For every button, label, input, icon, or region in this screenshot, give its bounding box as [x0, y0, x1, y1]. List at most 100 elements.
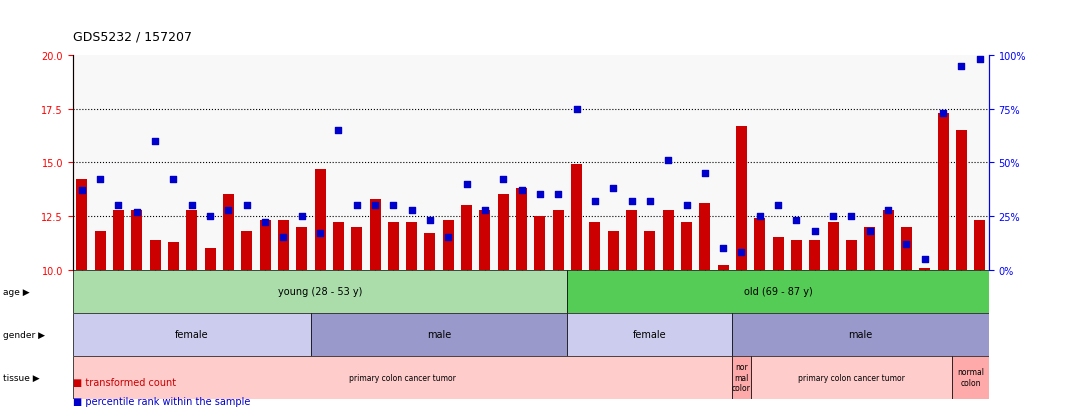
Point — [367, 202, 384, 209]
Bar — [73, 313, 311, 356]
Point — [806, 228, 823, 235]
Bar — [735, 126, 747, 270]
Bar — [589, 223, 601, 270]
Point — [549, 192, 567, 198]
Bar — [750, 356, 952, 399]
Point — [952, 63, 970, 70]
Bar — [260, 221, 270, 270]
Bar — [645, 231, 655, 270]
Point — [605, 185, 622, 192]
Text: primary colon cancer tumor: primary colon cancer tumor — [797, 373, 904, 382]
Bar — [95, 231, 106, 270]
Bar — [424, 234, 435, 270]
Bar — [461, 206, 472, 270]
Text: nor
mal
color: nor mal color — [732, 362, 750, 392]
Bar — [571, 165, 582, 270]
Bar — [76, 180, 88, 270]
Text: GDS5232 / 157207: GDS5232 / 157207 — [73, 31, 191, 43]
Bar — [73, 356, 732, 399]
Bar — [223, 195, 234, 270]
Point — [238, 202, 255, 209]
Text: ■ transformed count: ■ transformed count — [73, 377, 175, 387]
Point — [385, 202, 402, 209]
Text: female: female — [633, 329, 667, 339]
Bar — [204, 249, 216, 270]
Point — [513, 188, 530, 194]
Text: age ▶: age ▶ — [3, 287, 30, 296]
Point — [641, 198, 659, 205]
Point — [311, 230, 328, 237]
Point — [330, 128, 347, 134]
Text: young (28 - 53 y): young (28 - 53 y) — [278, 287, 362, 297]
Bar — [480, 210, 491, 270]
Text: tissue ▶: tissue ▶ — [3, 373, 40, 382]
Bar — [352, 227, 362, 270]
Bar — [626, 210, 637, 270]
Point — [421, 217, 438, 224]
Point — [293, 213, 310, 220]
Bar — [607, 231, 619, 270]
Bar — [242, 231, 252, 270]
Point — [403, 206, 420, 213]
Point — [733, 249, 750, 256]
Bar — [168, 242, 179, 270]
Point — [110, 202, 127, 209]
Bar — [296, 227, 307, 270]
Text: primary colon cancer tumor: primary colon cancer tumor — [350, 373, 456, 382]
Bar — [568, 270, 989, 313]
Bar — [809, 240, 820, 270]
Bar — [186, 210, 198, 270]
Point — [74, 188, 91, 194]
Point — [788, 217, 805, 224]
Point — [623, 198, 640, 205]
Point — [257, 220, 274, 226]
Bar — [278, 221, 289, 270]
Point — [934, 110, 951, 117]
Bar — [717, 266, 729, 270]
Bar — [370, 199, 381, 270]
Point — [202, 213, 219, 220]
Point — [916, 256, 933, 263]
Point — [183, 202, 200, 209]
Bar — [938, 114, 948, 270]
Bar — [113, 210, 124, 270]
Text: gender ▶: gender ▶ — [3, 330, 45, 339]
Point — [165, 177, 182, 183]
Bar — [498, 195, 509, 270]
Bar — [883, 210, 894, 270]
Bar — [952, 356, 989, 399]
Bar — [901, 227, 912, 270]
Bar — [699, 204, 710, 270]
Bar — [150, 240, 160, 270]
Point — [495, 177, 512, 183]
Point — [128, 209, 145, 216]
Bar — [755, 218, 765, 270]
Bar — [663, 210, 673, 270]
Point — [714, 245, 731, 252]
Text: old (69 - 87 y): old (69 - 87 y) — [744, 287, 812, 297]
Text: male: male — [427, 329, 451, 339]
Text: female: female — [175, 329, 208, 339]
Bar — [864, 227, 876, 270]
Bar — [791, 240, 802, 270]
Point — [275, 235, 292, 241]
Point — [586, 198, 603, 205]
Point — [568, 106, 585, 113]
Bar — [827, 223, 838, 270]
Point — [146, 138, 164, 145]
Point — [898, 241, 915, 247]
Point — [678, 202, 695, 209]
Bar — [681, 223, 692, 270]
Bar — [732, 356, 750, 399]
Point — [660, 157, 677, 164]
Point — [880, 206, 897, 213]
Bar — [131, 210, 142, 270]
Point — [971, 57, 988, 63]
Bar — [568, 313, 732, 356]
Bar — [516, 189, 527, 270]
Bar — [443, 221, 454, 270]
Point — [477, 206, 494, 213]
Bar — [919, 268, 930, 270]
Point — [439, 235, 456, 241]
Text: ■ percentile rank within the sample: ■ percentile rank within the sample — [73, 396, 250, 406]
